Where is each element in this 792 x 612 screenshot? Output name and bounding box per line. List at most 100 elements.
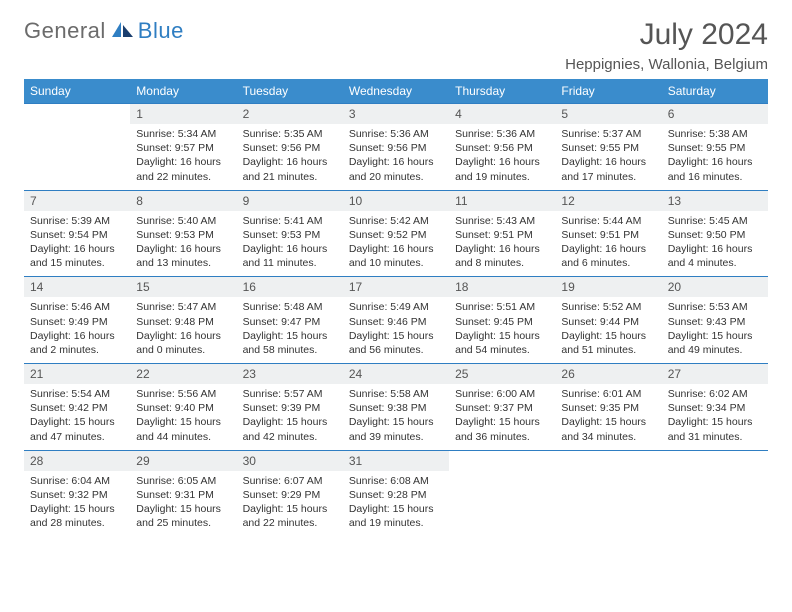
daylightA-text: Daylight: 15 hours xyxy=(668,329,762,343)
daylightB-text: and 8 minutes. xyxy=(455,256,549,270)
daylightA-text: Daylight: 15 hours xyxy=(455,329,549,343)
day-body-cell: Sunrise: 5:42 AMSunset: 9:52 PMDaylight:… xyxy=(343,211,449,277)
weekday-header-row: Sunday Monday Tuesday Wednesday Thursday… xyxy=(24,79,768,104)
sunset-text: Sunset: 9:51 PM xyxy=(455,228,549,242)
daylightB-text: and 39 minutes. xyxy=(349,430,443,444)
daylightB-text: and 36 minutes. xyxy=(455,430,549,444)
sunset-text: Sunset: 9:29 PM xyxy=(243,488,337,502)
sunset-text: Sunset: 9:56 PM xyxy=(349,141,443,155)
day-body-cell: Sunrise: 5:48 AMSunset: 9:47 PMDaylight:… xyxy=(237,297,343,363)
day-number-cell: 5 xyxy=(555,104,661,125)
day-number-cell: 27 xyxy=(662,364,768,385)
daylightB-text: and 16 minutes. xyxy=(668,170,762,184)
day-body-cell: Sunrise: 6:01 AMSunset: 9:35 PMDaylight:… xyxy=(555,384,661,450)
sunset-text: Sunset: 9:55 PM xyxy=(668,141,762,155)
day-body-row: Sunrise: 5:34 AMSunset: 9:57 PMDaylight:… xyxy=(24,124,768,190)
sunset-text: Sunset: 9:35 PM xyxy=(561,401,655,415)
day-number-cell xyxy=(555,450,661,471)
daylightA-text: Daylight: 15 hours xyxy=(30,415,124,429)
day-body-cell: Sunrise: 5:38 AMSunset: 9:55 PMDaylight:… xyxy=(662,124,768,190)
sunrise-text: Sunrise: 5:44 AM xyxy=(561,214,655,228)
day-body-cell xyxy=(24,124,130,190)
daylightB-text: and 10 minutes. xyxy=(349,256,443,270)
sunrise-text: Sunrise: 5:47 AM xyxy=(136,300,230,314)
day-number-cell: 6 xyxy=(662,104,768,125)
sunset-text: Sunset: 9:47 PM xyxy=(243,315,337,329)
day-number-cell: 7 xyxy=(24,190,130,211)
header: General Blue July 2024 Heppignies, Wallo… xyxy=(24,18,768,73)
sunrise-text: Sunrise: 5:54 AM xyxy=(30,387,124,401)
calendar-table: Sunday Monday Tuesday Wednesday Thursday… xyxy=(24,79,768,536)
day-body-cell: Sunrise: 5:37 AMSunset: 9:55 PMDaylight:… xyxy=(555,124,661,190)
day-number-cell: 24 xyxy=(343,364,449,385)
sunset-text: Sunset: 9:38 PM xyxy=(349,401,443,415)
day-number-cell: 12 xyxy=(555,190,661,211)
sunset-text: Sunset: 9:43 PM xyxy=(668,315,762,329)
day-body-cell: Sunrise: 5:58 AMSunset: 9:38 PMDaylight:… xyxy=(343,384,449,450)
sunrise-text: Sunrise: 5:48 AM xyxy=(243,300,337,314)
logo: General Blue xyxy=(24,18,184,44)
sunrise-text: Sunrise: 6:05 AM xyxy=(136,474,230,488)
day-body-cell xyxy=(449,471,555,537)
daylightA-text: Daylight: 16 hours xyxy=(668,242,762,256)
day-number-cell: 14 xyxy=(24,277,130,298)
daylightB-text: and 13 minutes. xyxy=(136,256,230,270)
day-number-cell: 17 xyxy=(343,277,449,298)
day-number-row: 28293031 xyxy=(24,450,768,471)
daylightB-text: and 47 minutes. xyxy=(30,430,124,444)
daylightA-text: Daylight: 15 hours xyxy=(243,415,337,429)
sunrise-text: Sunrise: 5:43 AM xyxy=(455,214,549,228)
daylightB-text: and 6 minutes. xyxy=(561,256,655,270)
daylightA-text: Daylight: 15 hours xyxy=(349,415,443,429)
daylightB-text: and 54 minutes. xyxy=(455,343,549,357)
sunrise-text: Sunrise: 5:45 AM xyxy=(668,214,762,228)
daylightA-text: Daylight: 16 hours xyxy=(455,155,549,169)
daylightB-text: and 15 minutes. xyxy=(30,256,124,270)
daylightA-text: Daylight: 16 hours xyxy=(349,242,443,256)
daylightA-text: Daylight: 15 hours xyxy=(455,415,549,429)
daylightB-text: and 17 minutes. xyxy=(561,170,655,184)
sunrise-text: Sunrise: 5:58 AM xyxy=(349,387,443,401)
weekday-header: Tuesday xyxy=(237,79,343,104)
day-number-cell: 3 xyxy=(343,104,449,125)
day-number-cell: 11 xyxy=(449,190,555,211)
day-body-cell: Sunrise: 5:35 AMSunset: 9:56 PMDaylight:… xyxy=(237,124,343,190)
sunrise-text: Sunrise: 6:08 AM xyxy=(349,474,443,488)
sunrise-text: Sunrise: 5:41 AM xyxy=(243,214,337,228)
weekday-header: Saturday xyxy=(662,79,768,104)
daylightA-text: Daylight: 16 hours xyxy=(561,155,655,169)
daylightA-text: Daylight: 16 hours xyxy=(136,242,230,256)
sunrise-text: Sunrise: 6:01 AM xyxy=(561,387,655,401)
day-number-cell: 13 xyxy=(662,190,768,211)
day-body-cell: Sunrise: 6:07 AMSunset: 9:29 PMDaylight:… xyxy=(237,471,343,537)
daylightA-text: Daylight: 15 hours xyxy=(561,415,655,429)
day-body-cell: Sunrise: 5:53 AMSunset: 9:43 PMDaylight:… xyxy=(662,297,768,363)
sunrise-text: Sunrise: 5:53 AM xyxy=(668,300,762,314)
day-number-cell: 15 xyxy=(130,277,236,298)
day-body-cell: Sunrise: 5:49 AMSunset: 9:46 PMDaylight:… xyxy=(343,297,449,363)
day-number-cell: 23 xyxy=(237,364,343,385)
sunrise-text: Sunrise: 5:36 AM xyxy=(455,127,549,141)
sunset-text: Sunset: 9:42 PM xyxy=(30,401,124,415)
daylightB-text: and 22 minutes. xyxy=(243,516,337,530)
sunrise-text: Sunrise: 5:57 AM xyxy=(243,387,337,401)
sunset-text: Sunset: 9:40 PM xyxy=(136,401,230,415)
day-body-cell: Sunrise: 6:04 AMSunset: 9:32 PMDaylight:… xyxy=(24,471,130,537)
day-number-row: 14151617181920 xyxy=(24,277,768,298)
day-number-cell: 4 xyxy=(449,104,555,125)
sunset-text: Sunset: 9:51 PM xyxy=(561,228,655,242)
daylightB-text: and 34 minutes. xyxy=(561,430,655,444)
sunrise-text: Sunrise: 6:04 AM xyxy=(30,474,124,488)
daylightA-text: Daylight: 15 hours xyxy=(136,415,230,429)
day-number-cell xyxy=(662,450,768,471)
day-number-cell: 9 xyxy=(237,190,343,211)
sunset-text: Sunset: 9:37 PM xyxy=(455,401,549,415)
daylightA-text: Daylight: 16 hours xyxy=(30,242,124,256)
sunrise-text: Sunrise: 6:07 AM xyxy=(243,474,337,488)
day-number-row: 21222324252627 xyxy=(24,364,768,385)
day-number-cell: 29 xyxy=(130,450,236,471)
day-number-cell: 10 xyxy=(343,190,449,211)
logo-text-general: General xyxy=(24,18,106,44)
sunrise-text: Sunrise: 5:51 AM xyxy=(455,300,549,314)
daylightA-text: Daylight: 16 hours xyxy=(668,155,762,169)
